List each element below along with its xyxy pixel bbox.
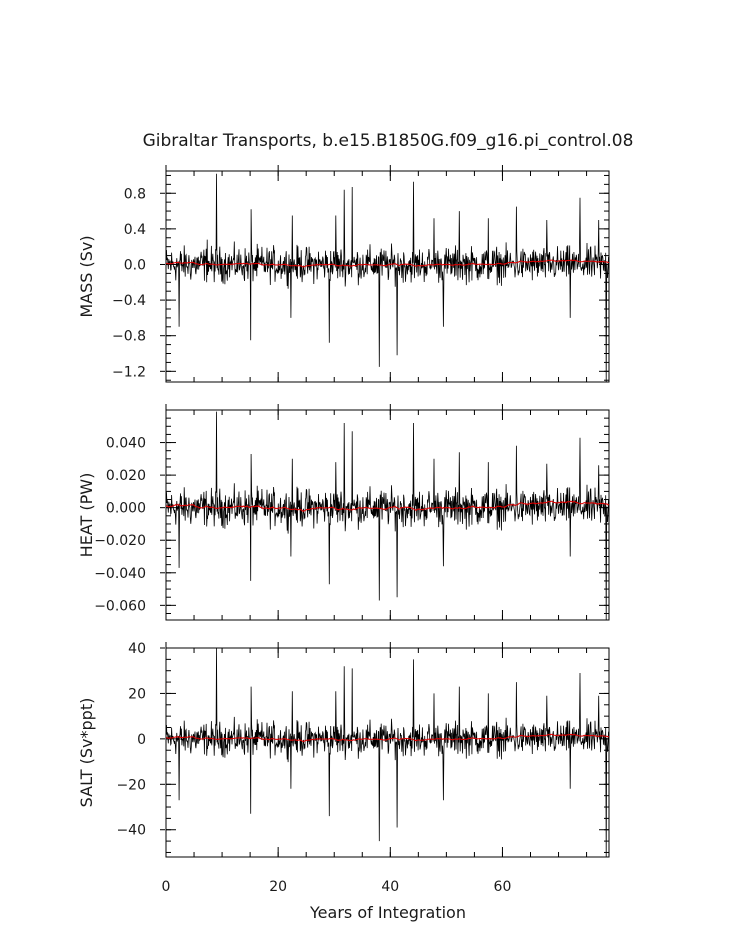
y-axis-label: MASS (Sv) (77, 235, 96, 317)
y-tick-label: 20 (128, 686, 146, 702)
annual-series-line (165, 647, 610, 858)
salt-panel: −40 −20 0 20 40 SALT (Sv*ppt) (77, 641, 610, 858)
plot-frame (165, 170, 610, 383)
mass-panel: −1.2 −0.8 −0.4 0.0 0.4 0.8 MASS (Sv) (77, 165, 610, 383)
running-mean-line (166, 733, 610, 743)
y-tick-label: −0.060 (94, 598, 146, 614)
x-axis-label: Years of Integration (309, 903, 466, 922)
y-tick-label: 40 (128, 641, 146, 657)
y-tick-label: −0.8 (112, 329, 146, 345)
annual-series-line (165, 411, 610, 621)
y-tick-label: 0 (137, 732, 146, 748)
x-axis: 0 20 40 60 (162, 879, 512, 895)
y-tick-label: −40 (116, 823, 146, 839)
chart-title: Gibraltar Transports, b.e15.B1850G.f09_g… (143, 131, 634, 151)
running-mean-line (165, 259, 610, 268)
running-mean-line (165, 500, 610, 513)
y-tick-label: 0.0 (124, 257, 146, 273)
y-tick-label: −0.020 (94, 533, 146, 549)
heat-panel: −0.060 −0.040 −0.020 0.000 0.020 0.040 HEAT (P… (77, 404, 610, 621)
x-tick-label: 20 (269, 879, 287, 895)
y-tick-label: 0.020 (106, 468, 146, 484)
plot-frame (165, 647, 610, 858)
y-tick-label: 0.4 (124, 222, 146, 238)
y-tick-label: 0.8 (124, 186, 146, 202)
x-tick-label: 60 (494, 879, 512, 895)
y-axis-label: HEAT (PW) (77, 473, 96, 558)
y-tick-label: −1.2 (112, 364, 146, 380)
y-tick-label: −0.040 (94, 566, 146, 582)
y-tick-label: −20 (116, 777, 146, 793)
y-tick-label: 0.000 (106, 501, 146, 517)
y-tick-label: −0.4 (112, 293, 146, 309)
plot-frame (165, 409, 610, 621)
x-tick-label: 40 (381, 879, 399, 895)
x-tick-label: 0 (162, 879, 171, 895)
annual-series-line (165, 173, 610, 383)
y-axis-label: SALT (Sv*ppt) (77, 698, 96, 808)
y-tick-label: 0.040 (106, 436, 146, 452)
